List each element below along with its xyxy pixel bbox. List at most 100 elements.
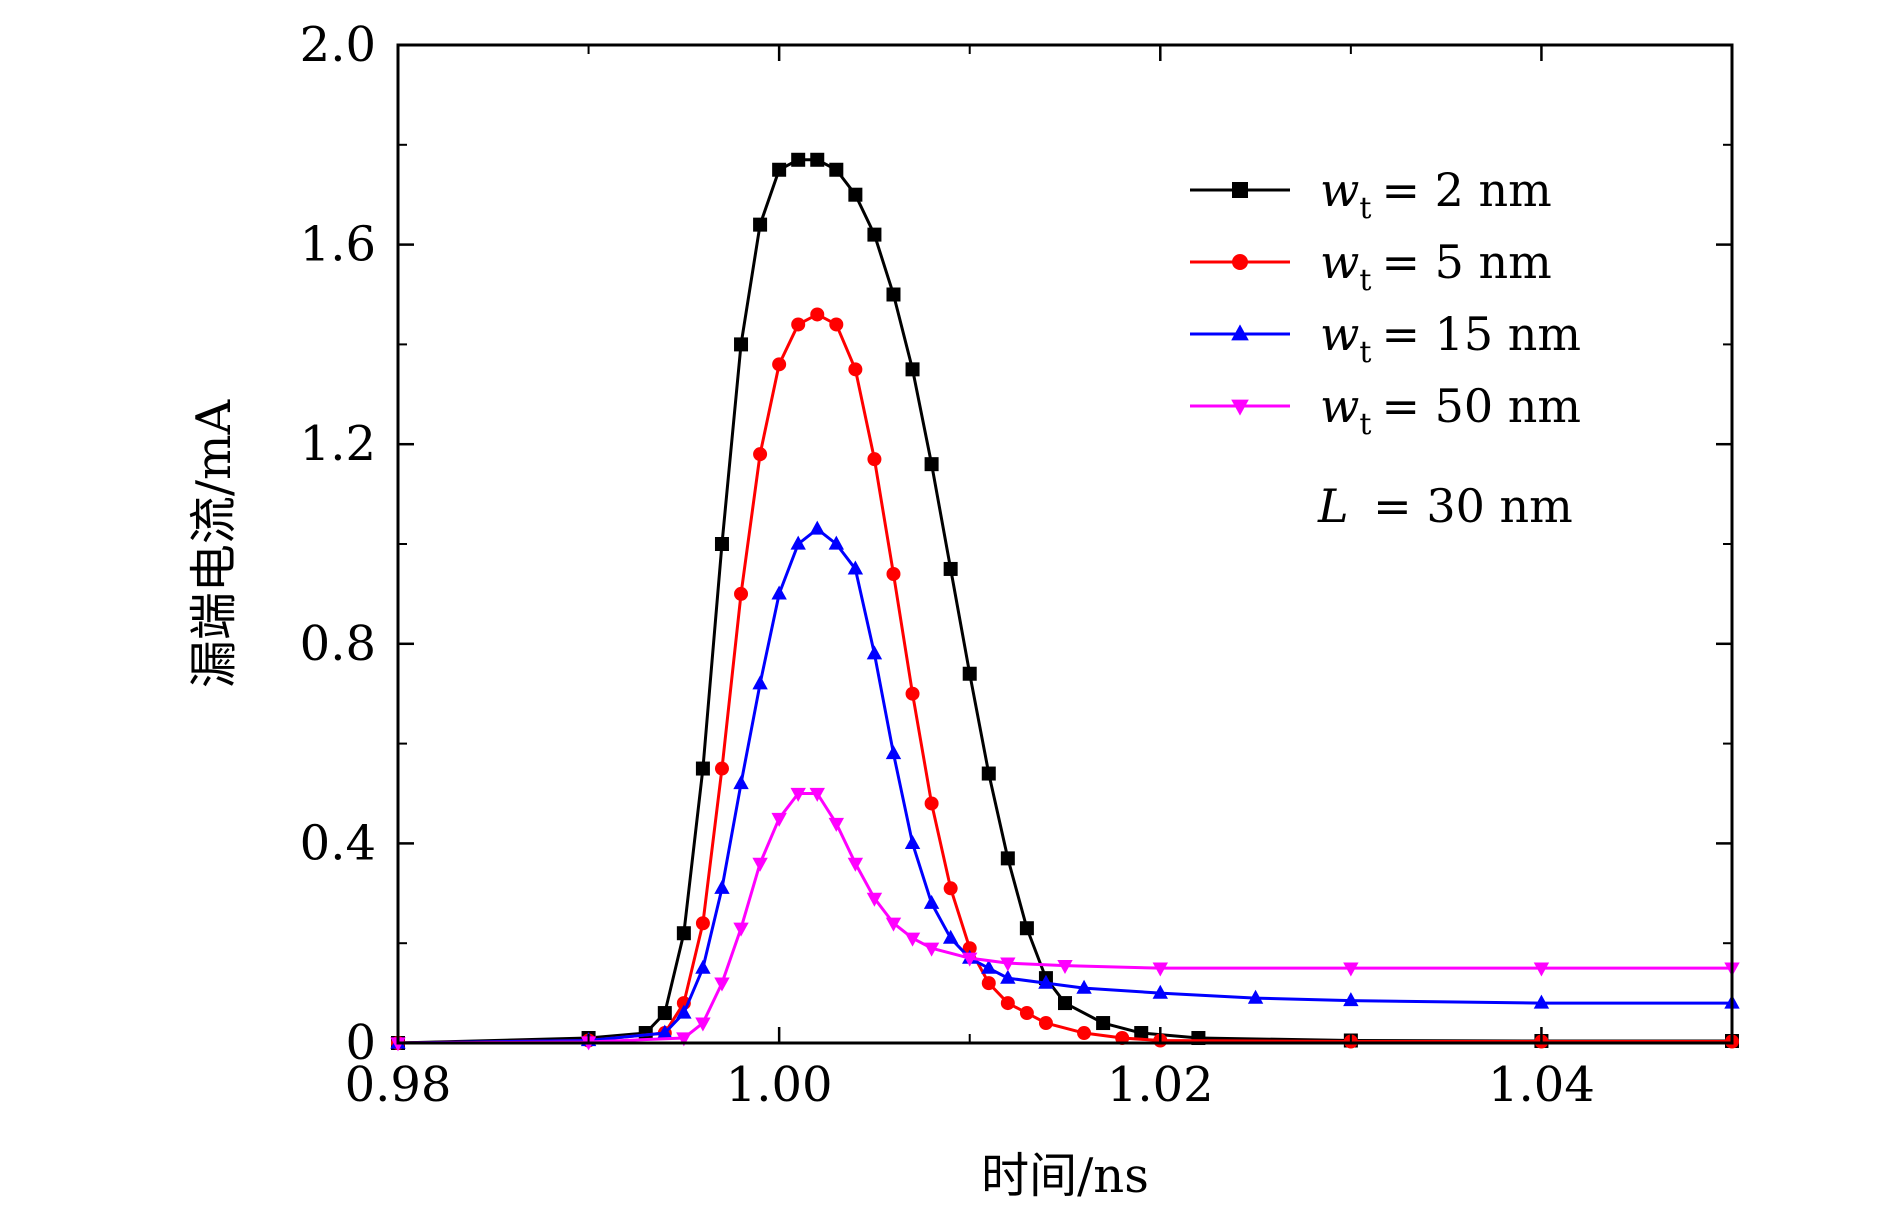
data-point-marker [886, 287, 901, 302]
data-point-marker [943, 881, 958, 896]
data-point-marker [1076, 979, 1092, 994]
data-point-marker [790, 787, 806, 802]
y-tick-label: 0.4 [300, 815, 376, 871]
legend-value: = 50 nm [1381, 379, 1581, 433]
legend-value: = 15 nm [1381, 307, 1581, 361]
data-point-marker [885, 745, 902, 760]
data-point-marker [810, 307, 825, 322]
data-point-marker [676, 1004, 692, 1019]
data-point-marker [1019, 921, 1034, 936]
annotation-variable: L [1317, 479, 1349, 533]
data-point-marker [1152, 984, 1168, 999]
data-point-marker [1000, 969, 1016, 984]
data-point-marker [1000, 851, 1015, 866]
data-point-marker [981, 959, 997, 974]
data-point-marker [981, 766, 996, 781]
legend-label: wt = 50 nm [1320, 379, 1581, 442]
data-point-marker [1077, 1026, 1092, 1041]
legend-label: wt = 15 nm [1320, 307, 1581, 370]
legend-variable: w [1320, 307, 1359, 361]
data-point-marker [886, 566, 901, 581]
legend-value: = 2 nm [1381, 163, 1551, 217]
data-point-marker [1134, 1026, 1149, 1041]
data-point-marker [962, 666, 977, 681]
data-point-marker [772, 162, 787, 177]
data-point-marker [1019, 1006, 1034, 1021]
data-point-marker [1232, 254, 1248, 270]
series-4 [390, 787, 1740, 1052]
x-tick-label: 1.02 [1107, 1057, 1214, 1113]
data-point-marker [791, 152, 806, 167]
data-point-marker [866, 645, 883, 660]
y-tick-label: 0.8 [300, 616, 376, 672]
data-point-marker [828, 817, 845, 832]
data-point-marker [828, 535, 845, 550]
data-point-marker [848, 362, 863, 377]
data-point-marker [885, 917, 902, 932]
legend-entry: wt = 2 nm [1190, 163, 1552, 226]
data-point-marker [1533, 962, 1550, 977]
data-point-marker [1231, 399, 1249, 416]
data-point-marker [904, 835, 921, 849]
legend-subscript: t [1359, 335, 1371, 370]
data-point-marker [1038, 1016, 1053, 1031]
legend-entry: wt = 5 nm [1190, 235, 1552, 298]
data-point-marker [676, 1032, 692, 1047]
data-point-marker [1343, 992, 1359, 1007]
data-point-marker [923, 894, 940, 909]
data-point-marker [1000, 996, 1015, 1011]
data-point-marker [714, 879, 730, 894]
data-point-marker [791, 317, 806, 332]
data-point-marker [848, 187, 863, 202]
series-1 [391, 152, 1739, 1050]
data-point-marker [1533, 994, 1550, 1009]
x-axis-label: 时间/ns [981, 1148, 1149, 1204]
legend-variable: w [1320, 379, 1359, 433]
data-point-marker [1096, 1016, 1111, 1031]
data-point-marker [829, 317, 844, 332]
length-annotation: L = 30 nm [1317, 479, 1573, 533]
data-point-marker [924, 796, 939, 811]
data-point-marker [733, 775, 749, 790]
data-point-marker [771, 812, 787, 827]
legend-entry: wt = 15 nm [1190, 307, 1581, 370]
data-point-marker [714, 761, 729, 776]
data-point-marker [962, 952, 978, 967]
data-point-marker [904, 932, 921, 947]
data-point-marker [810, 152, 825, 167]
legend-label: wt = 2 nm [1320, 163, 1552, 226]
legend-variable: w [1320, 235, 1359, 289]
data-point-marker [753, 217, 768, 232]
data-point-marker [1232, 182, 1248, 198]
data-point-marker [695, 1017, 711, 1032]
data-point-marker [866, 892, 883, 907]
legend-variable: w [1320, 163, 1359, 217]
data-point-marker [1058, 996, 1072, 1011]
series-layer [390, 152, 1740, 1052]
x-tick-label: 1.04 [1488, 1057, 1595, 1113]
data-point-marker [733, 922, 749, 937]
data-point-marker [847, 560, 864, 575]
data-point-marker [981, 976, 996, 991]
data-point-marker [943, 561, 958, 576]
data-point-marker [1038, 974, 1054, 989]
legend-subscript: t [1359, 191, 1371, 226]
series-line [397, 527, 1732, 1045]
data-point-marker [1000, 957, 1016, 972]
data-point-marker [676, 926, 691, 941]
data-point-marker [657, 1024, 673, 1039]
data-point-marker [809, 787, 825, 802]
data-point-marker [905, 362, 920, 377]
data-point-marker [829, 162, 844, 177]
x-tick-label: 0.98 [345, 1057, 452, 1113]
data-point-marker [867, 227, 882, 242]
data-point-marker [809, 520, 825, 535]
data-point-marker [695, 916, 710, 931]
data-point-marker [753, 447, 768, 462]
data-point-marker [752, 857, 768, 872]
data-point-marker [1152, 962, 1168, 977]
data-point-marker [714, 977, 730, 992]
y-tick-label: 1.6 [300, 217, 376, 273]
data-point-marker [752, 675, 768, 690]
